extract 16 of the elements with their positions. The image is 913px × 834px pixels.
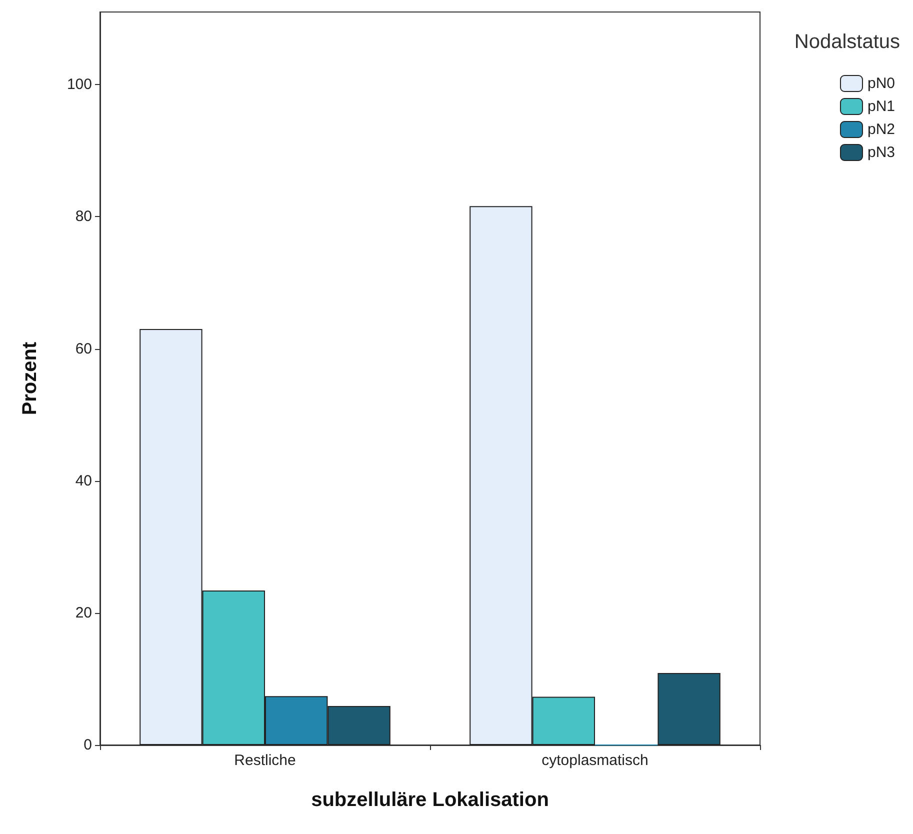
y-axis-title: Prozent [19, 341, 41, 416]
x-tick-label: cytoplasmatisch [542, 752, 648, 769]
legend-title: Nodalstatus [794, 31, 900, 53]
legend-label: pN2 [867, 121, 896, 138]
bar [658, 673, 720, 745]
y-tick-label: 60 [75, 340, 92, 358]
y-tick-label: 80 [75, 208, 92, 226]
legend-label: pN1 [867, 98, 896, 115]
y-tick-label: 40 [75, 472, 92, 490]
x-tick-label: Restliche [234, 752, 296, 769]
legend-label: pN0 [867, 75, 896, 92]
legend-label: pN3 [867, 144, 896, 161]
y-tick-label: 100 [66, 76, 92, 94]
y-tick-label: 0 [84, 736, 92, 754]
y-tick-label: 20 [75, 604, 92, 622]
x-axis-title: subzelluläre Lokalisation [311, 789, 549, 811]
